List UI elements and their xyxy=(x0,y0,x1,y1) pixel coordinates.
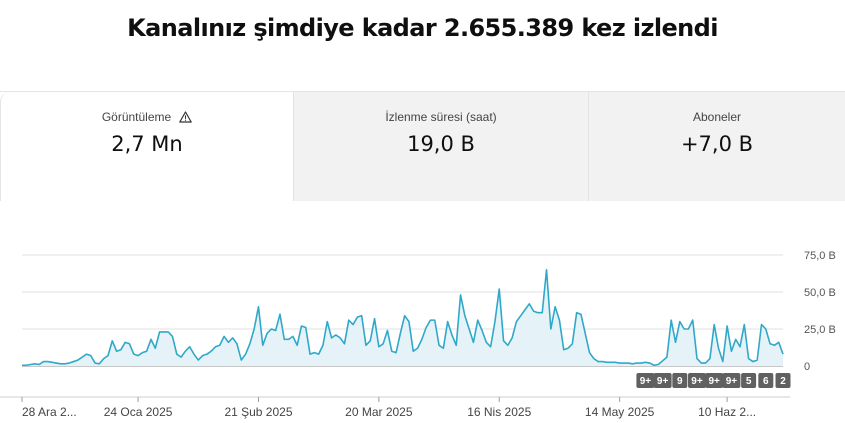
tab-subscribers-value: +7,0 B xyxy=(680,132,754,156)
annotation-badge-label: 9 xyxy=(677,376,683,387)
tab-subscribers-label: Aboneler xyxy=(692,110,742,124)
annotation-badge-label: 9+ xyxy=(691,376,703,387)
views-chart-svg: 75,0 B 50,0 B 25,0 B 0 28 Ara 2... 24 Oca 202… xyxy=(0,250,836,419)
series-line[interactable] xyxy=(22,268,784,367)
annotation-badge-label: 5 xyxy=(746,376,752,387)
annotation-badge-label: 9+ xyxy=(726,376,738,387)
y-tick-label: 50,0 B xyxy=(804,287,836,299)
x-tick-label: 16 Nis 2025 xyxy=(467,405,531,419)
y-tick-label: 0 xyxy=(804,361,810,373)
y-tick-label: 75,0 B xyxy=(804,250,836,262)
tab-views-label: Görüntüleme xyxy=(101,110,172,124)
annotation-badge-label: 9+ xyxy=(709,376,721,387)
y-tick-label: 25,0 B xyxy=(804,324,836,336)
annotation-badge[interactable] xyxy=(688,373,707,388)
annotation-badge[interactable] xyxy=(741,373,757,388)
annotation-badge-label: 2 xyxy=(780,376,786,387)
metric-tabs: Görüntüleme 2,7 Mn İzlenme süresi (saat)… xyxy=(0,91,845,201)
views-chart: 75,0 B 50,0 B 25,0 B 0 28 Ara 2... 24 Oca 202… xyxy=(0,230,845,423)
annotation-badge[interactable] xyxy=(758,373,774,388)
tab-watch-time-value: 19,0 B xyxy=(407,132,475,156)
tab-views-value: 2,7 Mn xyxy=(111,132,183,156)
tab-views-label-row: Görüntüleme xyxy=(1,110,293,126)
annotation-badge-label: 6 xyxy=(763,376,769,387)
annotation-badge[interactable] xyxy=(653,373,672,388)
x-tick-label: 24 Oca 2025 xyxy=(104,405,173,419)
annotation-badge[interactable] xyxy=(722,373,741,388)
tab-watch-time-label: İzlenme süresi (saat) xyxy=(385,110,497,124)
annotation-badge-label: 9+ xyxy=(657,376,669,387)
annotation-badge[interactable] xyxy=(672,373,688,388)
tab-views[interactable]: Görüntüleme 2,7 Mn xyxy=(0,92,293,201)
warning-icon[interactable] xyxy=(179,111,192,126)
x-tick-label: 28 Ara 2... xyxy=(22,405,77,419)
x-tick-label: 20 Mar 2025 xyxy=(345,405,413,419)
page-title: Kanalınız şimdiye kadar 2.655.389 kez iz… xyxy=(127,14,718,42)
tab-subscribers[interactable]: Aboneler +7,0 B xyxy=(588,92,845,201)
annotation-badge[interactable] xyxy=(775,373,791,388)
x-tick-label: 21 Şub 2025 xyxy=(224,405,292,419)
annotation-badge[interactable] xyxy=(705,373,724,388)
annotation-badge[interactable] xyxy=(636,373,655,388)
tab-watch-time[interactable]: İzlenme süresi (saat) 19,0 B xyxy=(293,92,588,201)
x-tick-label: 14 May 2025 xyxy=(585,405,655,419)
annotation-badge-label: 9+ xyxy=(640,376,652,387)
series-area xyxy=(22,269,783,366)
x-tick-label: 10 Haz 2... xyxy=(698,405,756,419)
